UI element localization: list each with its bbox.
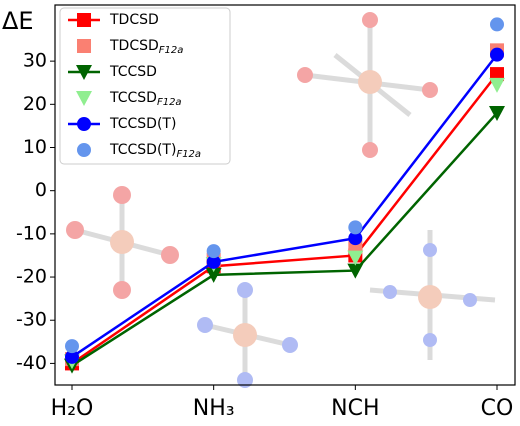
legend-label: TCCSD — [109, 64, 157, 80]
marker — [490, 17, 504, 32]
legend-label: TDCSD — [109, 12, 159, 28]
y-axis-label: ΔE — [2, 7, 34, 35]
series — [65, 17, 504, 354]
y-tick-label: 30 — [23, 50, 47, 72]
legend-name: TDCSD — [109, 12, 159, 28]
marker — [77, 117, 91, 131]
marker — [76, 65, 92, 80]
molecule-illustrations — [66, 12, 496, 388]
legend-subscript: F12a — [176, 149, 201, 160]
marker — [490, 47, 504, 62]
legend-name: TCCSD(T) — [109, 142, 176, 158]
marker — [77, 39, 91, 53]
marker — [489, 77, 505, 93]
legend-label: TCCSDF12a — [109, 90, 182, 108]
marker — [206, 244, 221, 259]
x-tick-label: NH₃ — [193, 396, 235, 421]
plot-frame — [54, 4, 516, 386]
marker — [348, 231, 363, 246]
series — [65, 47, 504, 364]
legend-subscript: F12a — [157, 97, 182, 108]
marker — [65, 349, 79, 364]
marker — [206, 254, 221, 269]
legend-label: TDCSDF12a — [109, 38, 183, 56]
marker — [347, 263, 364, 279]
x-tick-label: NCH — [331, 396, 379, 421]
marker — [77, 13, 91, 27]
marker — [76, 91, 92, 106]
legend-label: TCCSD(T) — [109, 116, 176, 132]
y-tick-label: 20 — [23, 93, 47, 115]
y-tick-label: -30 — [16, 309, 47, 331]
y-tick-label: 0 — [35, 179, 47, 201]
legend-box — [59, 7, 231, 165]
y-tick-label: 10 — [23, 136, 47, 158]
series-line — [71, 112, 498, 367]
marker — [65, 339, 79, 354]
y-tick-label: -10 — [16, 222, 47, 244]
y-tick-label: -40 — [16, 352, 47, 374]
marker — [348, 220, 363, 235]
legend-name: TDCSD — [109, 38, 159, 54]
legend-subscript: F12a — [159, 45, 184, 56]
marker — [205, 267, 222, 283]
marker — [490, 67, 504, 82]
legend-name: TCCSD — [109, 64, 157, 80]
marker — [77, 143, 91, 157]
series-line — [71, 53, 498, 358]
legend-name: TCCSD(T) — [109, 116, 176, 132]
marker — [347, 250, 364, 266]
legend: TDCSDTDCSDF12aTCCSDTCCSDF12aTCCSD(T)TCCS… — [59, 7, 231, 165]
marker — [489, 105, 505, 121]
x-tick-label: CO — [481, 396, 514, 421]
y-tick-label: -20 — [16, 266, 47, 288]
legend-label: TCCSD(T)F12a — [109, 142, 201, 160]
legend-name: TCCSD — [109, 90, 157, 106]
series-line — [71, 73, 498, 365]
x-tick-label: H₂O — [51, 396, 94, 421]
